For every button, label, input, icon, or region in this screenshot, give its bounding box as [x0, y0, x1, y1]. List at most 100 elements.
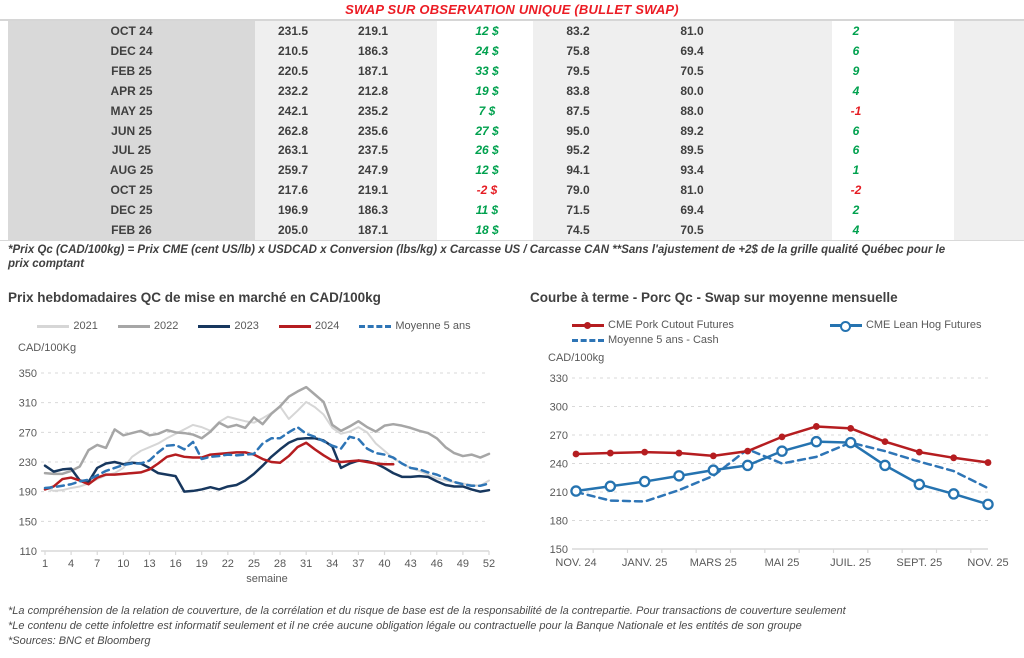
- svg-text:240: 240: [550, 459, 568, 471]
- legend-item: Moyenne 5 ans: [359, 320, 471, 332]
- svg-text:16: 16: [169, 558, 181, 570]
- disclaimer-line: *Le contenu de cette infolettre est info…: [8, 619, 802, 632]
- svg-text:MAI 25: MAI 25: [765, 557, 800, 569]
- value-cell: 247.9: [357, 163, 389, 178]
- value-cell: 2: [852, 24, 860, 38]
- svg-text:310: 310: [19, 398, 37, 410]
- value-cell: 88.0: [680, 103, 704, 118]
- value-cell: 81.0: [680, 183, 704, 198]
- value-cell: 71.5: [566, 203, 590, 218]
- svg-text:SEPT. 25: SEPT. 25: [896, 557, 942, 569]
- month-cell: JUN 25: [111, 123, 152, 138]
- svg-text:semaine: semaine: [246, 573, 288, 584]
- svg-text:190: 190: [19, 487, 37, 499]
- legend-label: Moyenne 5 ans - Cash: [608, 334, 719, 346]
- legend-item: 2022: [117, 320, 178, 332]
- table-row: DEC 24 210.5 186.3 24 $ 75.8 69.4 6: [0, 41, 1024, 61]
- value-cell: 83.8: [566, 83, 590, 98]
- value-cell: 95.2: [566, 143, 590, 158]
- table-row: FEB 26 205.0 187.1 18 $ 74.5 70.5 4: [0, 220, 1024, 240]
- value-cell: 205.0: [277, 223, 309, 237]
- svg-text:JANV. 25: JANV. 25: [622, 557, 667, 569]
- value-cell: 212.8: [357, 83, 389, 98]
- svg-text:210: 210: [550, 487, 568, 499]
- legend-label: 2021: [73, 320, 98, 332]
- legend-label: CME Pork Cutout Futures: [608, 319, 734, 331]
- value-cell: 26 $: [475, 143, 499, 158]
- svg-text:NOV. 24: NOV. 24: [555, 557, 596, 569]
- value-cell: 83.2: [566, 24, 590, 38]
- value-cell: 6: [852, 43, 860, 58]
- legend-swatch: [572, 322, 604, 329]
- legend-label: 2024: [314, 320, 340, 332]
- value-cell: 217.6: [277, 183, 309, 198]
- svg-text:25: 25: [248, 558, 260, 570]
- svg-text:37: 37: [352, 558, 364, 570]
- svg-text:JUIL. 25: JUIL. 25: [830, 557, 871, 569]
- svg-text:7: 7: [94, 558, 100, 570]
- month-cell: JUL 25: [111, 143, 152, 158]
- svg-text:270: 270: [550, 430, 568, 442]
- legend-item: Moyenne 5 ans - Cash: [572, 334, 719, 346]
- value-cell: 210.5: [277, 43, 309, 58]
- month-cell: FEB 26: [111, 223, 152, 237]
- svg-text:19: 19: [196, 558, 208, 570]
- month-cell: OCT 24: [110, 24, 153, 38]
- value-cell: 7 $: [478, 103, 496, 118]
- svg-text:43: 43: [405, 558, 417, 570]
- value-cell: 219.1: [357, 183, 389, 198]
- value-cell: 18 $: [475, 223, 499, 237]
- value-cell: 79.0: [566, 183, 590, 198]
- value-cell: 74.5: [566, 223, 590, 237]
- svg-text:13: 13: [143, 558, 155, 570]
- value-cell: 187.1: [357, 223, 389, 237]
- svg-text:150: 150: [550, 544, 568, 556]
- table-row: FEB 25 220.5 187.1 33 $ 79.5 70.5 9: [0, 61, 1024, 81]
- value-cell: 69.4: [680, 203, 704, 218]
- disclaimer-footer: *La compréhension de la relation de couv…: [8, 604, 1008, 649]
- value-cell: 237.5: [357, 143, 389, 158]
- svg-text:4: 4: [68, 558, 74, 570]
- month-cell: FEB 25: [111, 63, 152, 78]
- legend-item: CME Lean Hog Futures: [829, 319, 982, 332]
- value-cell: 6: [852, 123, 860, 138]
- table-month-column-shade: [8, 21, 255, 240]
- value-cell: 9: [852, 63, 860, 78]
- svg-text:110: 110: [19, 546, 37, 558]
- value-cell: 75.8: [566, 43, 590, 58]
- svg-text:150: 150: [19, 516, 37, 528]
- value-cell: 235.6: [357, 123, 389, 138]
- value-cell: 186.3: [357, 43, 389, 58]
- legend-label: Moyenne 5 ans: [395, 320, 471, 332]
- value-cell: 219.1: [357, 24, 389, 38]
- value-cell: 187.1: [357, 63, 389, 78]
- table-row: APR 25 232.2 212.8 19 $ 83.8 80.0 4: [0, 81, 1024, 101]
- table-panel-shade-2: [533, 21, 832, 240]
- legend-label: CME Lean Hog Futures: [865, 319, 982, 331]
- value-cell: 79.5: [566, 63, 590, 78]
- weekly-chart-title: Prix hebdomadaires QC de mise en marché …: [8, 290, 381, 305]
- svg-text:NOV. 25: NOV. 25: [967, 557, 1008, 569]
- svg-text:1: 1: [42, 558, 48, 570]
- value-cell: 11 $: [475, 203, 499, 218]
- table-row: OCT 24 231.5 219.1 12 $ 83.2 81.0 2: [0, 21, 1024, 41]
- month-cell: OCT 25: [110, 183, 153, 198]
- table-row: JUN 25 262.8 235.6 27 $ 95.0 89.2 6: [0, 121, 1024, 141]
- value-cell: 232.2: [277, 83, 309, 98]
- month-cell: MAY 25: [110, 103, 153, 118]
- legend-item: 2024: [278, 320, 340, 332]
- value-cell: 33 $: [475, 63, 499, 78]
- sources-line: *Sources: BNC et Bloomberg: [8, 634, 151, 647]
- table-row: DEC 25 196.9 186.3 11 $ 71.5 69.4 2: [0, 200, 1024, 220]
- title-divider: [0, 19, 1024, 21]
- value-cell: 6: [852, 143, 860, 158]
- value-cell: 12 $: [475, 24, 499, 38]
- value-cell: 69.4: [680, 43, 704, 58]
- table-panel-shade-1: [255, 21, 437, 240]
- svg-text:300: 300: [550, 402, 568, 414]
- value-cell: 196.9: [277, 203, 309, 218]
- month-cell: APR 25: [110, 83, 153, 98]
- legend-swatch: [278, 324, 311, 328]
- value-cell: -1: [850, 103, 862, 118]
